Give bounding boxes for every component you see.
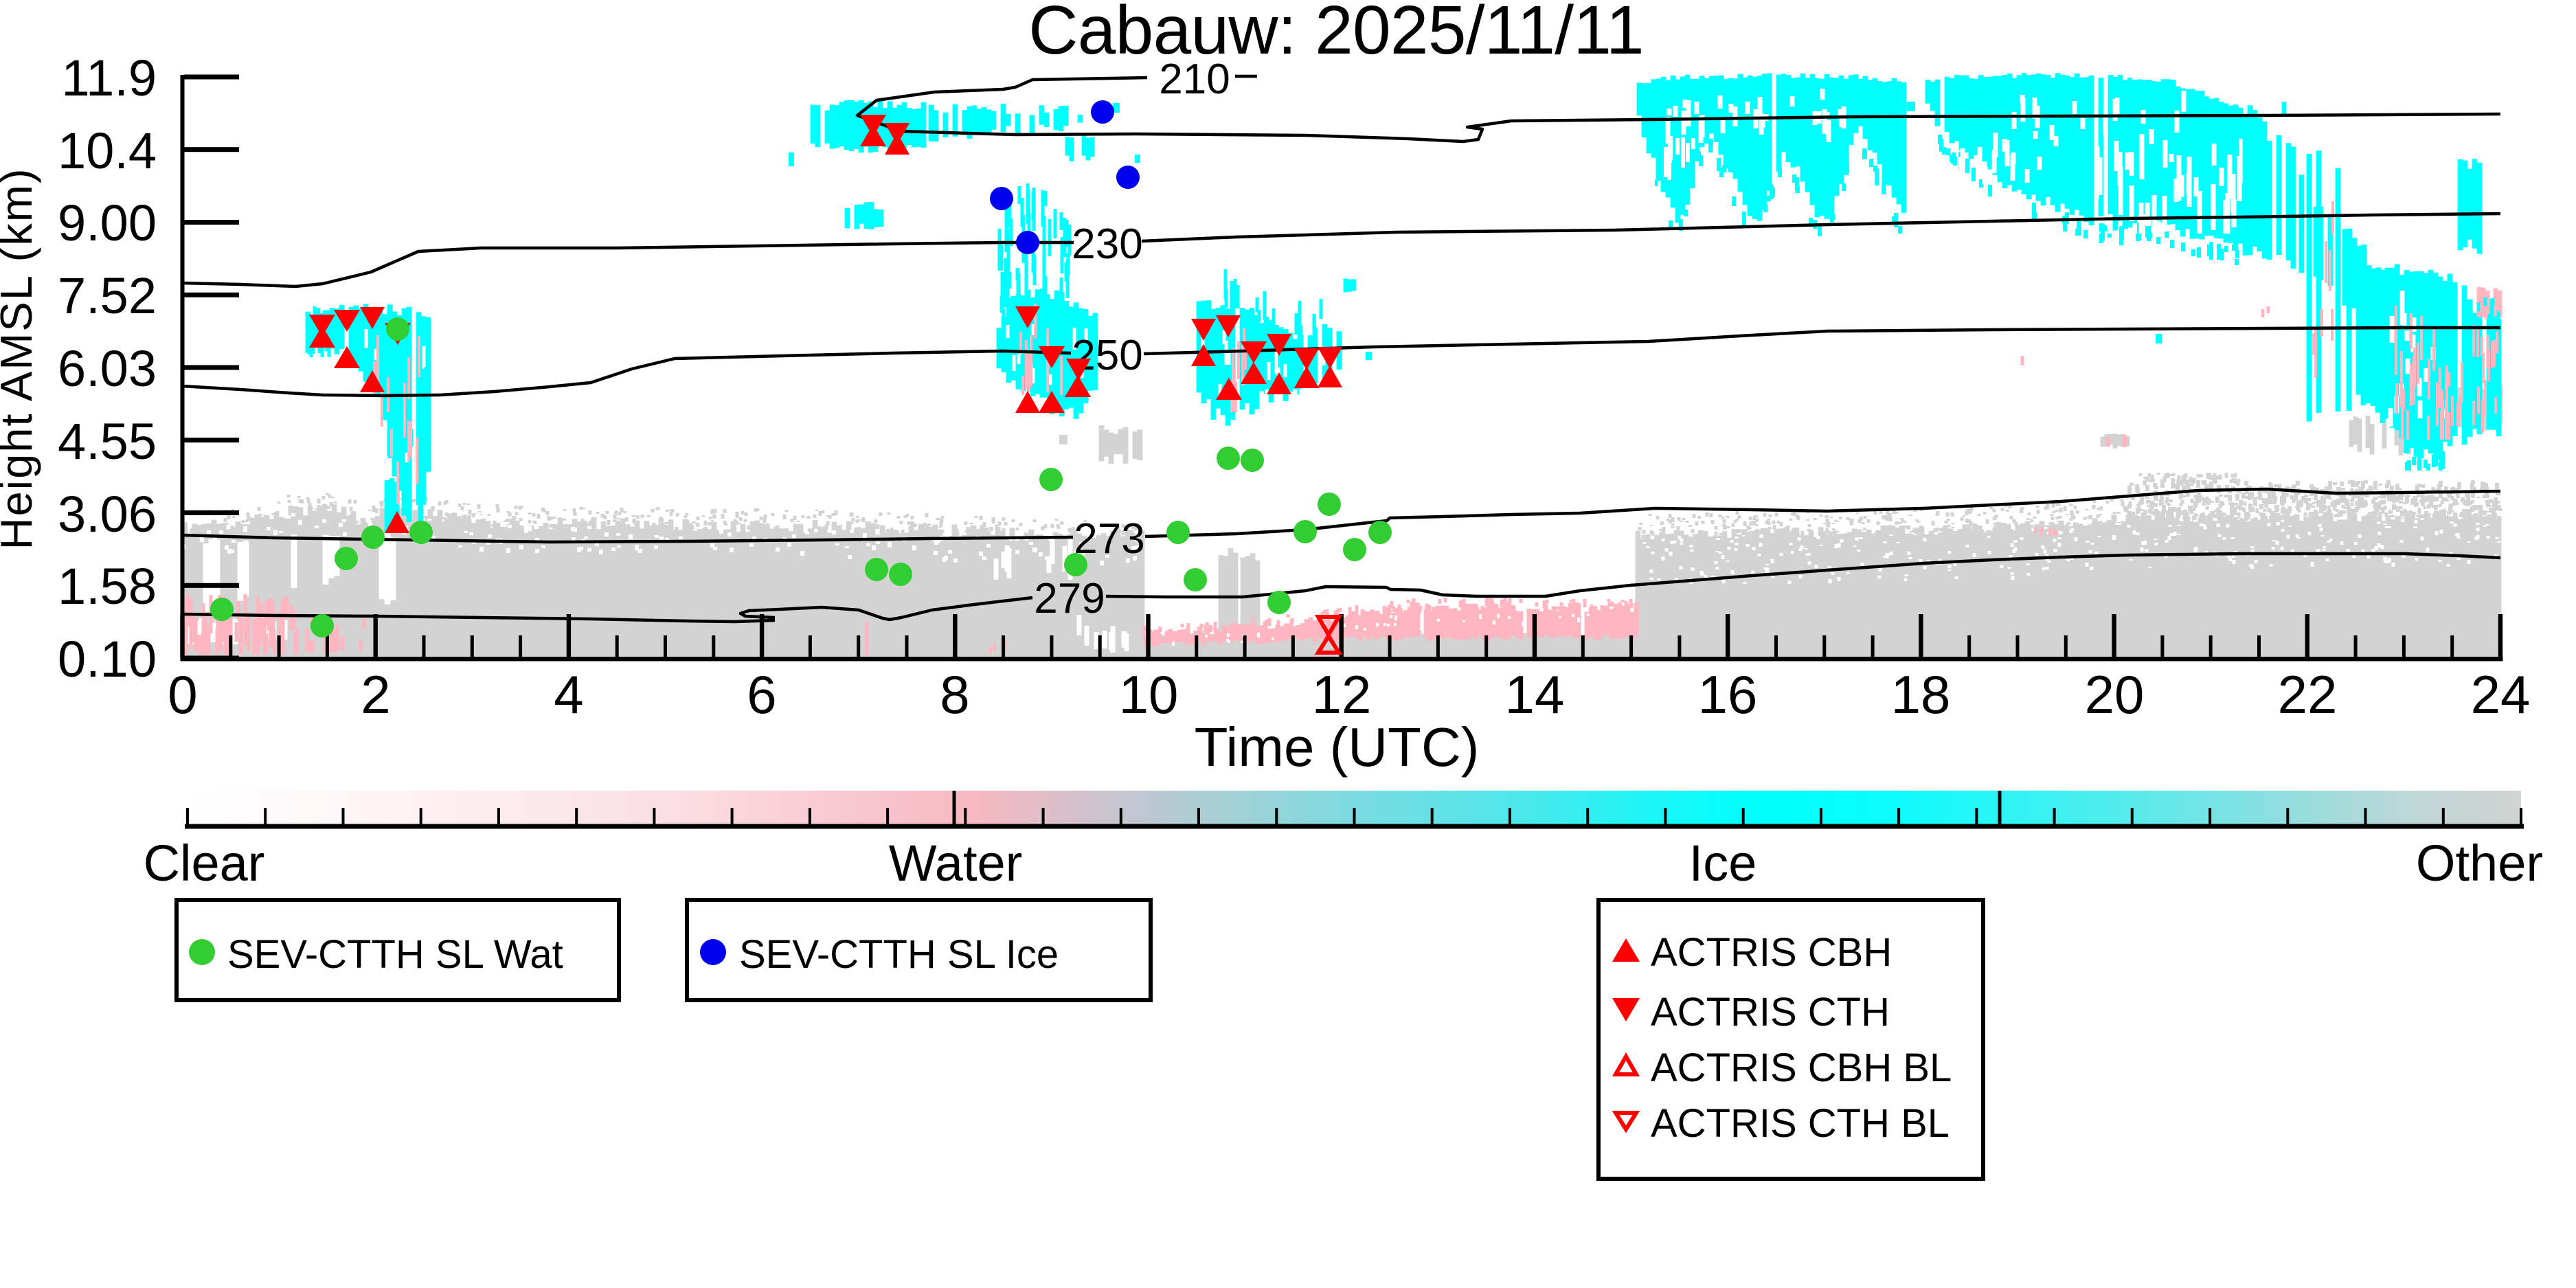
svg-text:1.58: 1.58	[58, 558, 157, 615]
svg-text:4: 4	[554, 664, 583, 725]
svg-text:16: 16	[1698, 664, 1758, 725]
svg-text:3.06: 3.06	[58, 486, 157, 543]
svg-text:6.03: 6.03	[58, 340, 157, 397]
svg-text:0.10: 0.10	[58, 631, 157, 688]
svg-text:18: 18	[1891, 664, 1951, 725]
svg-text:Clear: Clear	[144, 835, 265, 892]
svg-text:Height AMSL (km): Height AMSL (km)	[0, 168, 41, 550]
svg-text:Ice: Ice	[1689, 835, 1757, 892]
svg-text:ACTRIS CBH BL: ACTRIS CBH BL	[1651, 1046, 1952, 1090]
svg-text:279: 279	[1034, 575, 1105, 622]
svg-text:Other: Other	[2416, 835, 2543, 892]
svg-text:6: 6	[747, 664, 776, 725]
svg-text:273: 273	[1074, 515, 1144, 563]
svg-text:SEV-CTTH SL Wat: SEV-CTTH SL Wat	[227, 932, 563, 977]
svg-text:Water: Water	[889, 835, 1023, 892]
svg-text:Time (UTC): Time (UTC)	[1195, 716, 1480, 778]
svg-text:20: 20	[2085, 664, 2145, 725]
svg-text:12: 12	[1312, 664, 1372, 725]
svg-text:9.00: 9.00	[58, 194, 157, 251]
svg-text:SEV-CTTH SL Ice: SEV-CTTH SL Ice	[739, 932, 1059, 977]
svg-text:ACTRIS CTH BL: ACTRIS CTH BL	[1651, 1101, 1950, 1146]
svg-text:230: 230	[1072, 221, 1142, 268]
svg-text:2: 2	[361, 664, 390, 725]
svg-text:11.9: 11.9	[61, 49, 157, 106]
svg-text:14: 14	[1505, 664, 1565, 725]
svg-text:210: 210	[1159, 56, 1230, 103]
svg-text:0: 0	[168, 664, 197, 725]
svg-text:10: 10	[1119, 664, 1179, 725]
svg-text:4.55: 4.55	[58, 413, 157, 470]
svg-text:10.4: 10.4	[58, 122, 157, 179]
svg-text:7.52: 7.52	[58, 267, 157, 324]
svg-text:22: 22	[2278, 664, 2338, 725]
svg-text:Cabauw: 2025/11/11: Cabauw: 2025/11/11	[1028, 0, 1644, 69]
svg-text:ACTRIS CBH: ACTRIS CBH	[1651, 930, 1892, 975]
svg-text:24: 24	[2471, 664, 2531, 725]
svg-text:8: 8	[940, 664, 969, 725]
svg-text:ACTRIS CTH: ACTRIS CTH	[1651, 990, 1890, 1035]
